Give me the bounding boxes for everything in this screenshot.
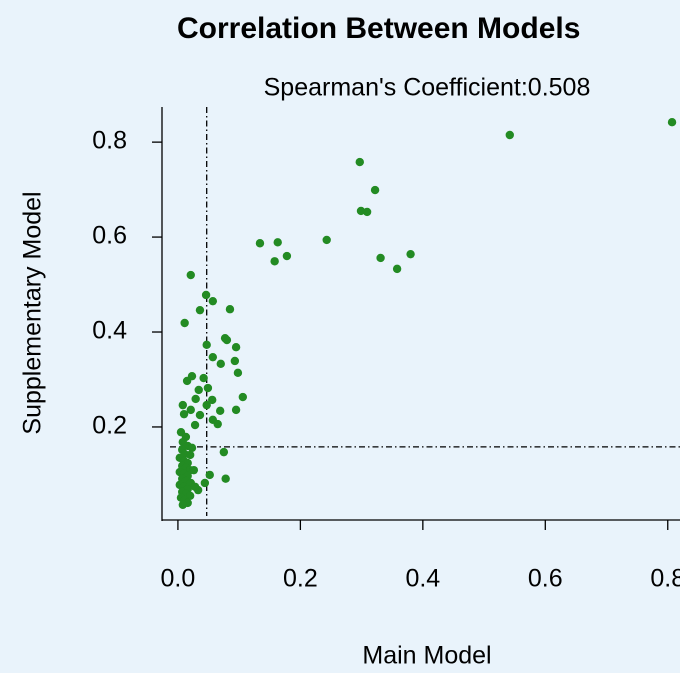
point	[205, 470, 214, 480]
point	[222, 335, 232, 345]
y-axis-label: Supplementary Model	[19, 191, 47, 434]
point	[667, 117, 677, 127]
point	[216, 359, 225, 369]
point	[213, 419, 222, 429]
point	[180, 318, 189, 328]
point	[200, 478, 210, 488]
point	[185, 450, 195, 460]
point	[178, 400, 188, 410]
y-tick-label: 0.6	[92, 222, 127, 250]
point	[208, 395, 217, 405]
point	[233, 368, 243, 378]
point	[221, 474, 230, 483]
point	[190, 482, 200, 491]
point	[182, 376, 192, 386]
point	[195, 305, 205, 315]
point	[362, 207, 372, 217]
point	[208, 296, 218, 306]
point	[231, 405, 241, 415]
point	[201, 290, 211, 300]
y-tick-label: 0.8	[92, 127, 127, 155]
x-axis-label: Main Model	[362, 642, 491, 670]
point	[215, 406, 225, 416]
y-tick-label: 0.2	[92, 412, 127, 440]
point	[203, 383, 213, 393]
point	[225, 305, 235, 314]
point	[406, 249, 415, 259]
point	[202, 340, 211, 350]
point	[190, 420, 200, 430]
x-tick-label: 0.8	[650, 565, 680, 593]
point	[202, 400, 211, 410]
point	[194, 385, 203, 395]
point	[208, 352, 218, 362]
x-tick-label: 0.2	[283, 565, 318, 593]
point	[186, 270, 195, 280]
point	[199, 373, 208, 383]
point	[376, 253, 385, 263]
chart-title: Correlation Between Models	[177, 12, 580, 45]
point	[355, 157, 364, 167]
point	[230, 356, 240, 366]
point	[231, 343, 241, 352]
point	[392, 264, 402, 274]
point	[186, 405, 195, 415]
chart-subtitle: Spearman's Coefficient:0.508	[264, 74, 591, 102]
point	[238, 392, 248, 402]
point	[195, 410, 205, 420]
point	[282, 251, 292, 261]
point	[191, 394, 200, 404]
x-tick-label: 0.6	[528, 565, 563, 593]
point	[270, 257, 279, 266]
x-tick-label: 0.0	[161, 565, 196, 593]
point	[187, 443, 197, 453]
point	[179, 409, 189, 419]
point	[189, 465, 199, 475]
point	[178, 500, 188, 510]
y-tick-label: 0.4	[92, 317, 127, 345]
point	[370, 185, 380, 195]
point	[322, 235, 331, 245]
point	[505, 130, 514, 140]
x-tick-label: 0.4	[405, 565, 440, 593]
point	[219, 447, 229, 457]
point	[273, 238, 282, 247]
point	[255, 239, 265, 248]
